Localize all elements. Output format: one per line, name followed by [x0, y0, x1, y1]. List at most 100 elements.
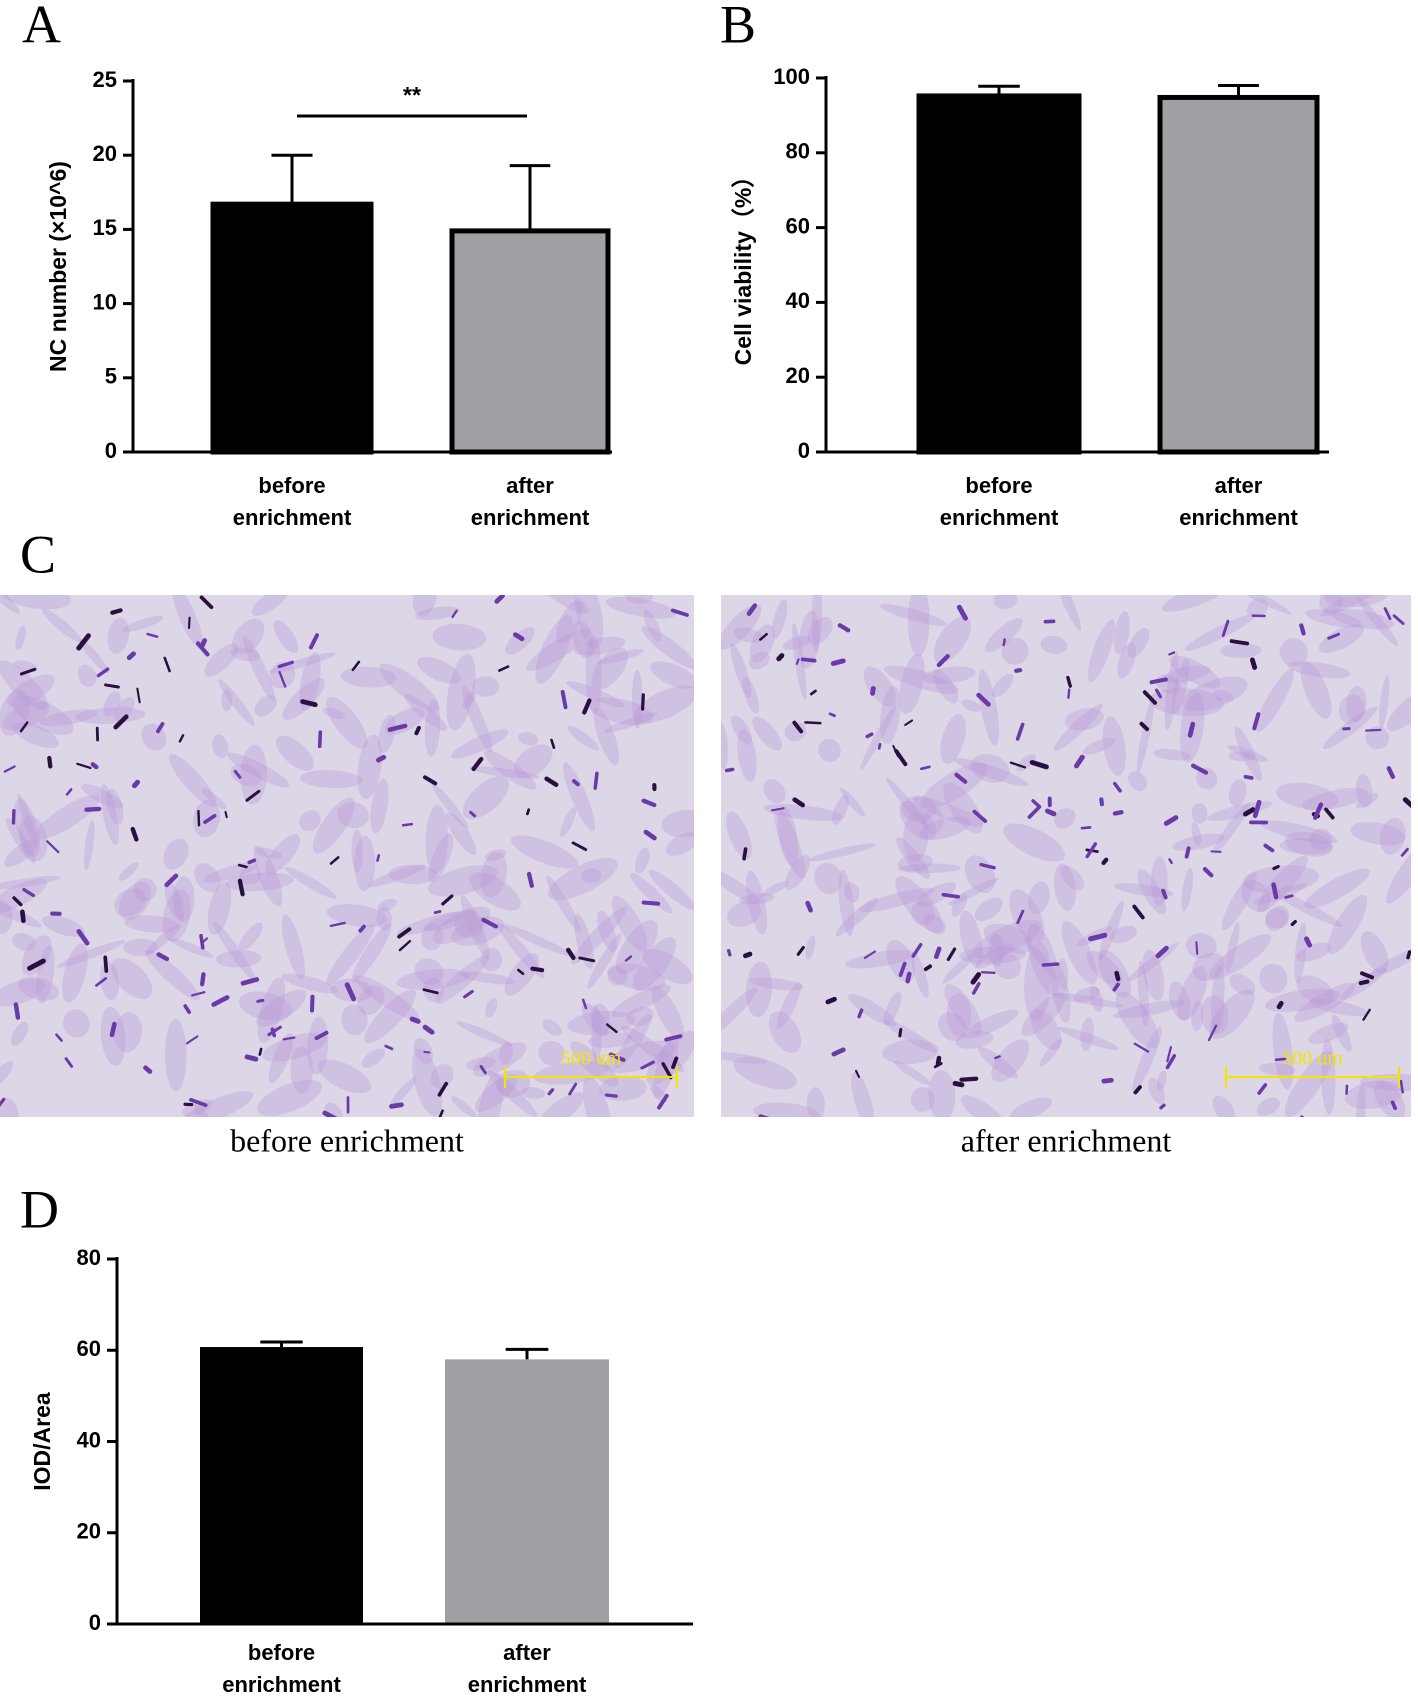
texture: [1350, 822, 1406, 846]
texture: [1272, 1012, 1294, 1090]
cell: [1386, 766, 1396, 779]
cell: [1067, 688, 1071, 699]
texture: [238, 991, 293, 1021]
texture: [1346, 686, 1367, 722]
texture: [1010, 1097, 1052, 1117]
cell: [1304, 936, 1313, 948]
texture: [537, 1092, 585, 1117]
cell: [195, 641, 210, 657]
cell: [795, 658, 800, 665]
texture: [590, 1003, 611, 1036]
cell: [387, 723, 408, 732]
cell: [1195, 941, 1199, 955]
cell: [970, 972, 982, 985]
cell: [130, 826, 139, 842]
texture: [256, 989, 307, 1027]
texture: [932, 669, 959, 704]
bar: [200, 1347, 363, 1624]
texture: [1113, 611, 1130, 655]
texture: [1260, 820, 1338, 844]
texture: [575, 595, 604, 649]
cell: [758, 1114, 770, 1117]
texture: [1128, 942, 1179, 982]
cell: [282, 1036, 296, 1041]
texture: [1355, 773, 1373, 808]
texture: [1296, 942, 1332, 962]
texture: [633, 937, 676, 992]
texture: [1064, 708, 1104, 731]
cell: [1402, 797, 1411, 809]
texture: [1172, 833, 1225, 851]
texture: [1331, 1014, 1352, 1052]
cell: [409, 1016, 421, 1024]
cell: [1252, 712, 1261, 731]
cell: [163, 656, 171, 673]
texture: [721, 987, 758, 1040]
texture: [10, 1021, 29, 1046]
texture: [1212, 803, 1250, 854]
cell: [857, 1008, 864, 1019]
texture: [920, 762, 988, 809]
texture: [1132, 1026, 1162, 1093]
texture: [114, 697, 135, 722]
texture: [521, 1086, 546, 1099]
texture: [752, 716, 783, 751]
texture: [798, 610, 820, 669]
texture: [230, 647, 261, 662]
cell: [481, 917, 499, 929]
texture: [753, 1102, 820, 1117]
texture: [422, 977, 445, 1002]
texture: [106, 788, 124, 825]
texture: [1386, 837, 1411, 904]
texture: [100, 784, 119, 846]
texture: [978, 669, 999, 746]
texture: [571, 907, 627, 965]
texture: [814, 862, 843, 895]
texture: [103, 691, 121, 717]
cell: [1243, 807, 1256, 817]
texture: [379, 663, 440, 712]
texture: [538, 1040, 565, 1066]
cell: [898, 1027, 903, 1038]
cell: [792, 797, 806, 808]
texture: [124, 915, 179, 933]
y-tick-label: 15: [93, 215, 117, 240]
micrograph: [721, 595, 1411, 1117]
texture: [777, 806, 799, 867]
cell: [199, 595, 214, 610]
texture: [591, 647, 628, 690]
texture: [978, 1046, 1019, 1079]
cell: [1027, 805, 1042, 819]
texture: [1127, 628, 1150, 658]
cell: [624, 955, 633, 962]
cell: [47, 755, 53, 769]
texture: [268, 1033, 294, 1084]
texture: [414, 606, 460, 621]
texture: [991, 673, 1014, 698]
texture: [746, 961, 772, 1018]
texture: [661, 810, 694, 838]
cell: [233, 769, 242, 779]
y-tick-label: 40: [77, 1427, 101, 1452]
texture: [6, 674, 55, 708]
cell: [1274, 1057, 1287, 1062]
y-tick-label: 5: [105, 364, 117, 389]
cell: [76, 633, 91, 651]
panel-label: C: [20, 524, 56, 584]
cell: [661, 1062, 673, 1080]
cell: [267, 1025, 282, 1037]
cell: [1359, 971, 1375, 980]
texture: [572, 620, 595, 659]
cell: [608, 1052, 626, 1062]
texture: [501, 924, 573, 957]
cell: [746, 603, 758, 616]
texture: [1330, 608, 1394, 630]
texture: [81, 784, 124, 809]
texture: [354, 975, 420, 1021]
texture: [1177, 966, 1207, 1021]
texture: [635, 847, 650, 874]
cell: [831, 1047, 846, 1057]
texture: [262, 1032, 328, 1062]
texture: [774, 807, 806, 879]
cell: [1358, 979, 1370, 986]
